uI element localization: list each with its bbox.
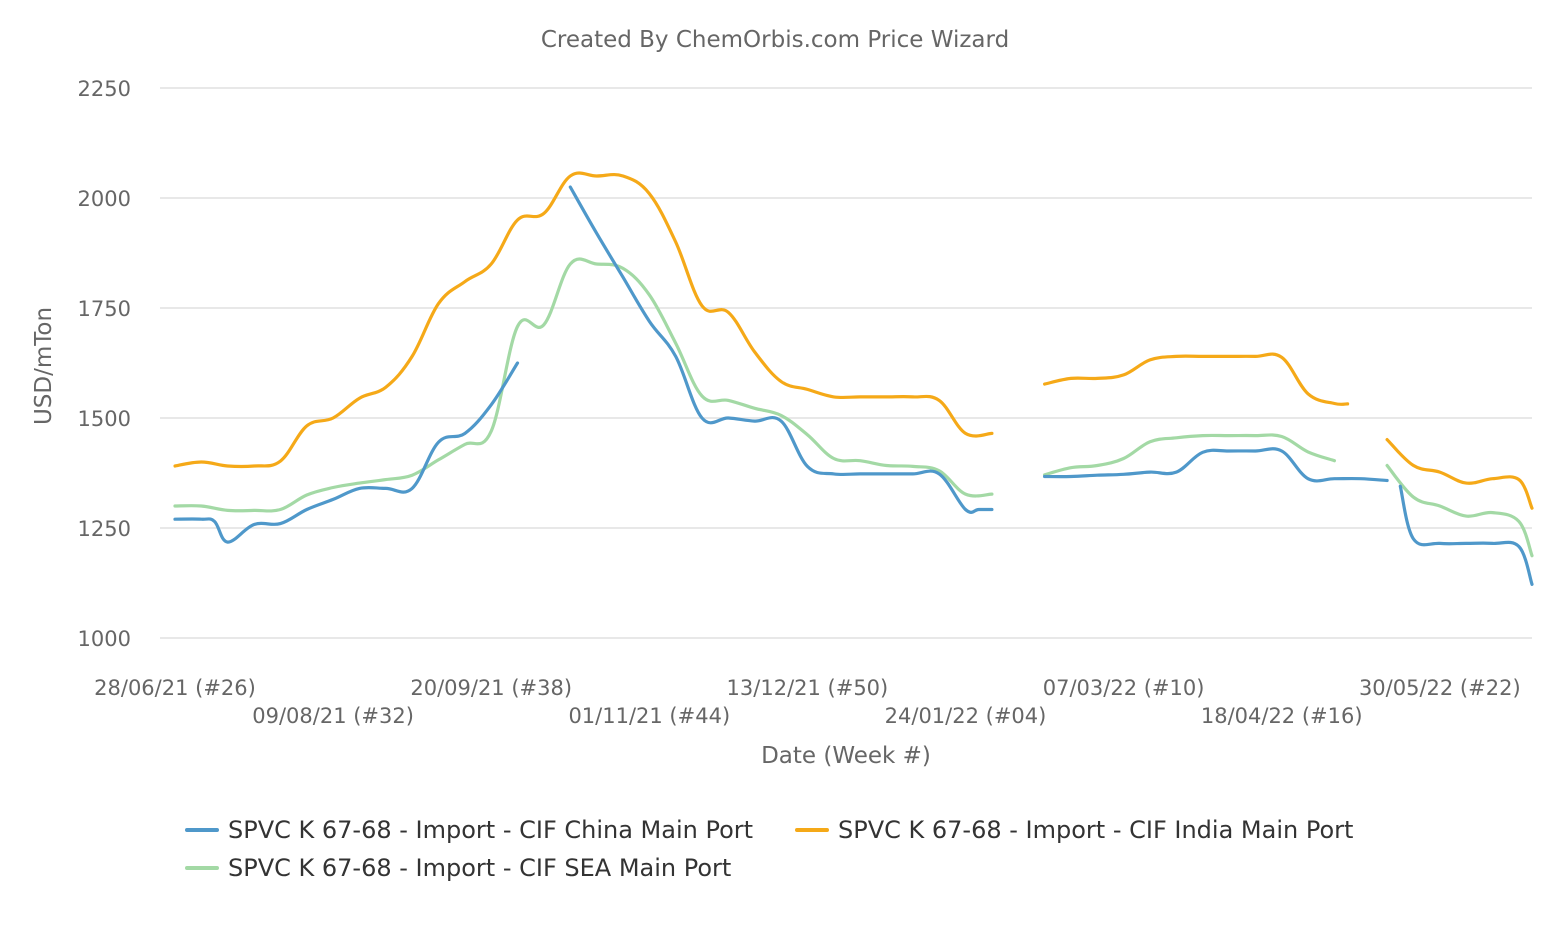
series-line-segment xyxy=(568,185,994,514)
series-line-segment xyxy=(173,257,994,513)
y-tick-label: 2000 xyxy=(78,187,131,211)
series-line-segment xyxy=(1385,438,1534,510)
x-tick-label: 30/05/22 (#22) xyxy=(1359,676,1521,700)
x-tick-label: 01/11/21 (#44) xyxy=(568,704,730,728)
x-tick-label: 07/03/22 (#10) xyxy=(1043,676,1205,700)
y-tick-label: 1000 xyxy=(78,627,131,651)
x-tick-label: 28/06/21 (#26) xyxy=(94,676,256,700)
series-line-segment xyxy=(1398,484,1534,586)
y-tick-label: 1500 xyxy=(78,407,131,431)
series-line-segment xyxy=(1385,463,1534,558)
x-tick-label: 09/08/21 (#32) xyxy=(252,704,414,728)
legend-item[interactable]: SPVC K 67-68 - Import - CIF China Main P… xyxy=(185,816,753,844)
legend: SPVC K 67-68 - Import - CIF China Main P… xyxy=(185,816,1353,882)
x-axis-ticks: 28/06/21 (#26) 09/08/21 (#32) 20/09/21 (#3… xyxy=(94,676,1521,728)
series-line-segment xyxy=(173,361,520,544)
x-tick-label: 18/04/22 (#16) xyxy=(1201,704,1363,728)
y-tick-label: 1750 xyxy=(78,297,131,321)
x-tick-label: 20/09/21 (#38) xyxy=(410,676,572,700)
series-line xyxy=(173,171,1534,510)
chart-title: Created By ChemOrbis.com Price Wizard xyxy=(541,27,1009,53)
y-axis-ticks: 1000 1250 1500 1750 2000 2250 xyxy=(78,77,131,651)
legend-item[interactable]: SPVC K 67-68 - Import - CIF India Main P… xyxy=(795,816,1353,844)
series-line-segment xyxy=(1043,433,1336,477)
y-tick-label: 1250 xyxy=(78,517,131,541)
x-tick-label: 13/12/21 (#50) xyxy=(727,676,889,700)
y-axis-title: USD/mTon xyxy=(31,307,57,425)
x-tick-label: 24/01/22 (#04) xyxy=(885,704,1047,728)
series-lines xyxy=(173,171,1534,586)
series-line-segment xyxy=(1043,447,1389,483)
y-tick-label: 2250 xyxy=(78,77,131,101)
legend-label: SPVC K 67-68 - Import - CIF SEA Main Por… xyxy=(228,854,731,882)
x-axis-title: Date (Week #) xyxy=(761,743,931,769)
series-line xyxy=(173,257,1534,558)
legend-item[interactable]: SPVC K 67-68 - Import - CIF SEA Main Por… xyxy=(185,854,731,882)
legend-label: SPVC K 67-68 - Import - CIF China Main P… xyxy=(228,816,753,844)
grid-lines xyxy=(160,87,1532,639)
legend-label: SPVC K 67-68 - Import - CIF India Main P… xyxy=(838,816,1353,844)
series-line-segment xyxy=(173,171,994,469)
series-line-segment xyxy=(1043,352,1350,406)
series-line xyxy=(173,185,1534,586)
